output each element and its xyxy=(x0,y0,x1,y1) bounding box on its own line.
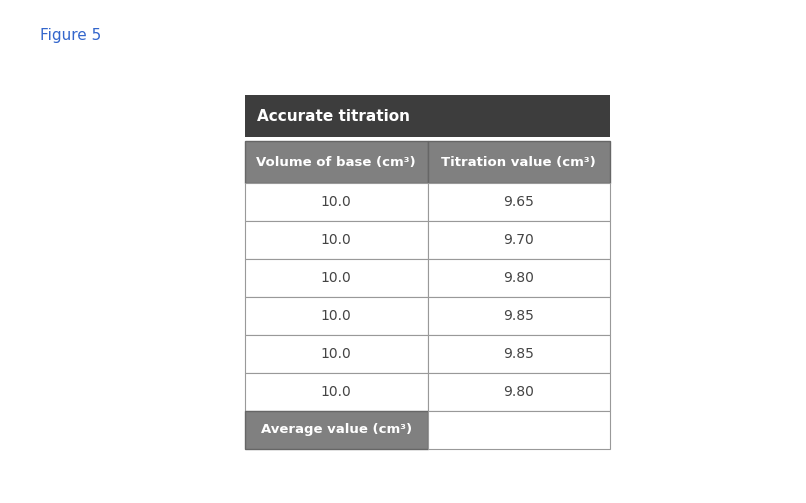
Text: Accurate titration: Accurate titration xyxy=(257,109,410,124)
Bar xyxy=(245,259,427,297)
Text: 9.80: 9.80 xyxy=(503,271,534,285)
Text: Figure 5: Figure 5 xyxy=(40,28,102,43)
Text: 10.0: 10.0 xyxy=(321,195,351,209)
Bar xyxy=(245,221,427,259)
Text: Titration value (cm³): Titration value (cm³) xyxy=(442,155,596,169)
Text: 10.0: 10.0 xyxy=(321,347,351,361)
Text: 9.80: 9.80 xyxy=(503,385,534,399)
Text: 10.0: 10.0 xyxy=(321,271,351,285)
Text: 10.0: 10.0 xyxy=(321,309,351,323)
Text: 9.70: 9.70 xyxy=(504,233,534,247)
Text: 10.0: 10.0 xyxy=(321,233,351,247)
Bar xyxy=(245,297,427,335)
Bar xyxy=(427,373,610,411)
Bar xyxy=(427,221,610,259)
Bar xyxy=(427,183,610,221)
Bar xyxy=(427,259,610,297)
Bar xyxy=(245,183,427,221)
Bar xyxy=(245,411,427,449)
Text: 9.85: 9.85 xyxy=(503,309,534,323)
Text: 9.85: 9.85 xyxy=(503,347,534,361)
Bar xyxy=(427,141,610,183)
Text: Average value (cm³): Average value (cm³) xyxy=(260,424,412,437)
Text: 9.65: 9.65 xyxy=(503,195,534,209)
Bar xyxy=(245,373,427,411)
Bar xyxy=(245,335,427,373)
Bar xyxy=(427,335,610,373)
Text: 10.0: 10.0 xyxy=(321,385,351,399)
Text: Volume of base (cm³): Volume of base (cm³) xyxy=(256,155,416,169)
Bar xyxy=(427,411,610,449)
Bar xyxy=(427,297,610,335)
Bar xyxy=(245,95,610,137)
Bar xyxy=(245,141,427,183)
